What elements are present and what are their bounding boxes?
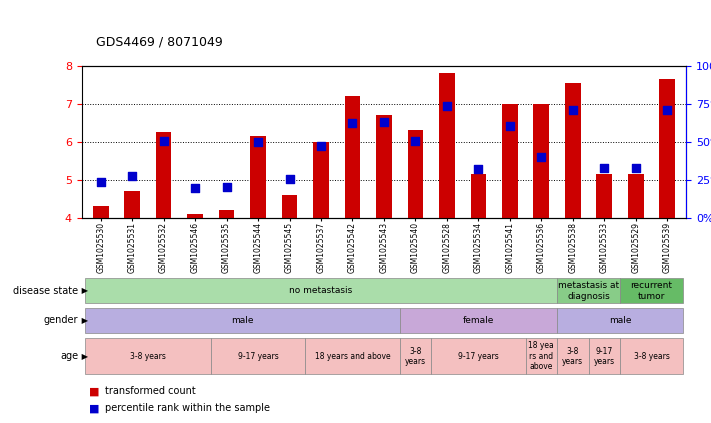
Point bbox=[630, 165, 641, 172]
Bar bbox=[597, 174, 612, 218]
Text: 18 yea
rs and
above: 18 yea rs and above bbox=[528, 341, 554, 371]
Bar bbox=[533, 104, 549, 218]
Text: 3-8 years: 3-8 years bbox=[634, 352, 670, 361]
Text: 9-17 years: 9-17 years bbox=[237, 352, 279, 361]
Bar bbox=[439, 73, 455, 218]
FancyBboxPatch shape bbox=[557, 308, 683, 333]
FancyBboxPatch shape bbox=[557, 278, 620, 303]
Text: ▶: ▶ bbox=[79, 352, 88, 361]
Point bbox=[535, 154, 547, 160]
FancyBboxPatch shape bbox=[85, 308, 400, 333]
Text: ■: ■ bbox=[89, 403, 100, 413]
FancyBboxPatch shape bbox=[305, 338, 400, 374]
Bar bbox=[376, 115, 392, 218]
FancyBboxPatch shape bbox=[431, 338, 525, 374]
Point bbox=[315, 142, 326, 149]
Text: 3-8 years: 3-8 years bbox=[130, 352, 166, 361]
Bar bbox=[565, 83, 581, 218]
Text: ■: ■ bbox=[89, 386, 100, 396]
Text: transformed count: transformed count bbox=[105, 386, 196, 396]
Text: GDS4469 / 8071049: GDS4469 / 8071049 bbox=[96, 36, 223, 49]
Point bbox=[661, 107, 673, 114]
Point bbox=[252, 139, 264, 146]
Bar bbox=[219, 210, 235, 218]
FancyBboxPatch shape bbox=[85, 338, 211, 374]
Text: ▶: ▶ bbox=[79, 286, 88, 295]
Bar bbox=[313, 142, 329, 218]
Point bbox=[410, 137, 421, 144]
Bar bbox=[628, 174, 643, 218]
Text: ▶: ▶ bbox=[79, 316, 88, 325]
Bar bbox=[187, 214, 203, 218]
Point bbox=[567, 107, 579, 114]
Point bbox=[95, 179, 107, 185]
FancyBboxPatch shape bbox=[620, 338, 683, 374]
Point bbox=[284, 176, 295, 182]
Text: female: female bbox=[463, 316, 494, 325]
Text: 3-8
years: 3-8 years bbox=[405, 347, 426, 366]
Bar bbox=[124, 191, 140, 218]
Text: 3-8
years: 3-8 years bbox=[562, 347, 583, 366]
Text: disease state: disease state bbox=[13, 286, 78, 296]
Point bbox=[347, 119, 358, 126]
Point bbox=[189, 185, 201, 192]
FancyBboxPatch shape bbox=[589, 338, 620, 374]
Text: 18 years and above: 18 years and above bbox=[315, 352, 390, 361]
Point bbox=[221, 183, 232, 190]
Bar bbox=[407, 130, 423, 218]
Text: gender: gender bbox=[43, 316, 78, 325]
Bar bbox=[92, 206, 109, 218]
Point bbox=[158, 137, 169, 144]
Text: age: age bbox=[60, 352, 78, 361]
Text: male: male bbox=[231, 316, 254, 325]
Text: 9-17 years: 9-17 years bbox=[458, 352, 498, 361]
Point bbox=[599, 165, 610, 172]
FancyBboxPatch shape bbox=[557, 338, 589, 374]
Bar bbox=[345, 96, 360, 218]
Bar bbox=[659, 79, 675, 218]
Point bbox=[127, 173, 138, 179]
Text: percentile rank within the sample: percentile rank within the sample bbox=[105, 403, 269, 413]
FancyBboxPatch shape bbox=[400, 308, 557, 333]
FancyBboxPatch shape bbox=[525, 338, 557, 374]
Bar bbox=[250, 136, 266, 218]
Bar bbox=[156, 132, 171, 218]
Point bbox=[473, 166, 484, 173]
Text: 9-17
years: 9-17 years bbox=[594, 347, 615, 366]
Text: no metastasis: no metastasis bbox=[289, 286, 353, 295]
Point bbox=[504, 123, 515, 130]
Point bbox=[442, 102, 453, 109]
FancyBboxPatch shape bbox=[620, 278, 683, 303]
Text: recurrent
tumor: recurrent tumor bbox=[631, 281, 673, 300]
FancyBboxPatch shape bbox=[85, 278, 557, 303]
Bar bbox=[471, 174, 486, 218]
Bar bbox=[502, 104, 518, 218]
Text: metastasis at
diagnosis: metastasis at diagnosis bbox=[558, 281, 619, 300]
Point bbox=[378, 118, 390, 125]
FancyBboxPatch shape bbox=[400, 338, 431, 374]
FancyBboxPatch shape bbox=[211, 338, 305, 374]
Bar bbox=[282, 195, 297, 218]
Text: male: male bbox=[609, 316, 631, 325]
